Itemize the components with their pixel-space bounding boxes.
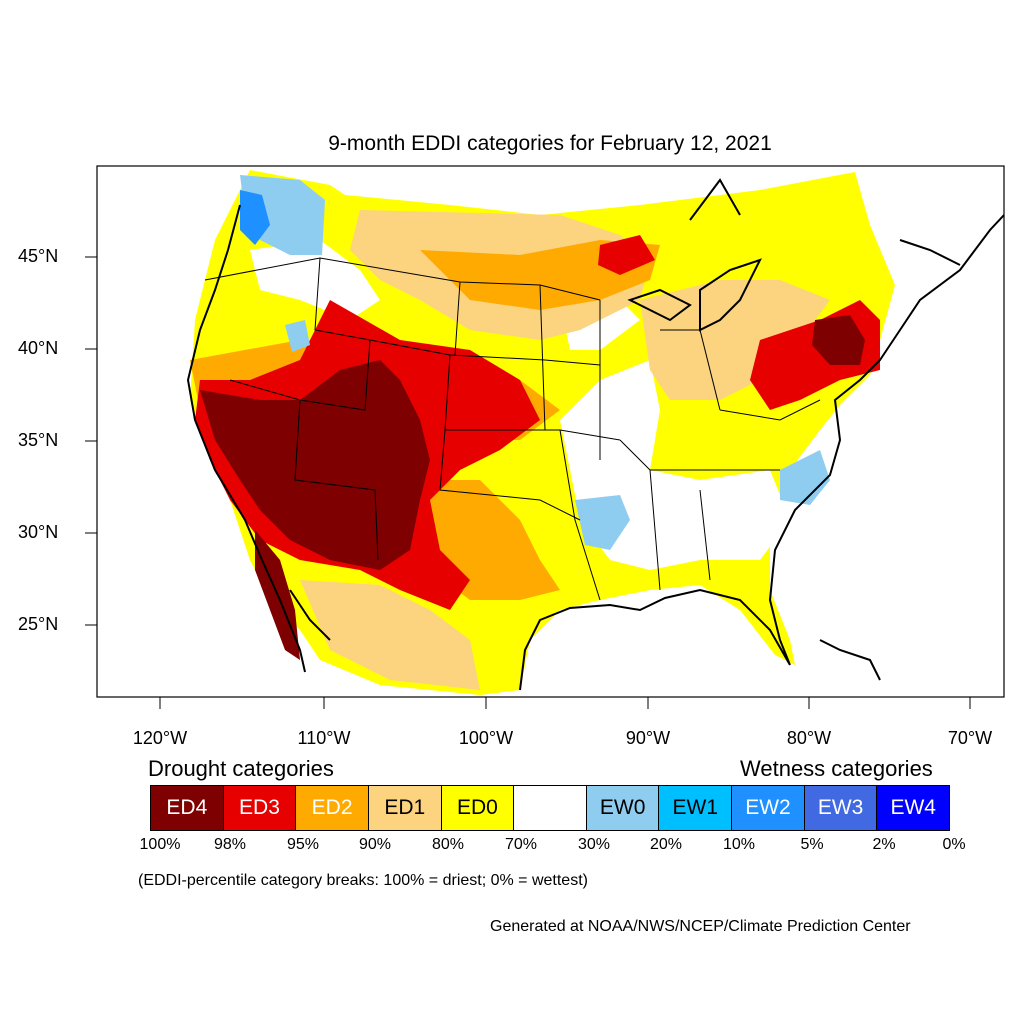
- map-title: 9-month EDDI categories for February 12,…: [328, 132, 772, 155]
- break-label: 98%: [213, 836, 247, 853]
- coastlines: [186, 178, 1004, 691]
- ew0-idaho: [285, 320, 310, 352]
- category-legend: ED4 ED3 ED2 ED1 ED0 EW0 EW1 EW2 EW3 EW4: [150, 785, 950, 831]
- ew0-arkansas: [575, 495, 630, 550]
- lon-label-90w: 90°W: [625, 728, 671, 748]
- break-label: 95%: [286, 836, 320, 853]
- legend-cell-ed2: ED2: [296, 786, 369, 830]
- lat-label-45n: 45°N: [18, 246, 59, 266]
- break-label: 100%: [139, 836, 181, 853]
- near-normal-northwest: [250, 240, 380, 320]
- boundaries: [204, 257, 821, 601]
- legend-cell-ew1: EW1: [659, 786, 733, 830]
- ed4-northeast: [812, 315, 865, 365]
- lon-label-70w: 70°W: [947, 728, 993, 748]
- break-label: 20%: [649, 836, 683, 853]
- break-label: 80%: [431, 836, 465, 853]
- legend-cell-ed1: ED1: [368, 786, 442, 830]
- break-label: 70%: [504, 836, 538, 853]
- ed1-mexico: [300, 580, 480, 690]
- break-label: 2%: [872, 836, 896, 853]
- legend-cell-ew4: EW4: [877, 786, 950, 830]
- ew2-northwest: [240, 190, 270, 245]
- ed3-montana: [598, 235, 655, 275]
- ed4-southwest: [200, 360, 430, 570]
- lon-label-80w: 80°W: [786, 728, 832, 748]
- break-label: 0%: [942, 836, 966, 853]
- ticks: [85, 256, 971, 709]
- legend-cell-ew2: EW2: [732, 786, 805, 830]
- legend-cell-ew0: EW0: [586, 786, 660, 830]
- lat-label-30n: 30°N: [18, 522, 59, 542]
- wetness-heading: Wetness categories: [740, 756, 933, 781]
- break-label: 5%: [800, 836, 824, 853]
- lat-label-40n: 40°N: [18, 338, 59, 358]
- legend-cell-ed0: ED0: [441, 786, 515, 830]
- category-note: (EDDI-percentile category breaks: 100% =…: [138, 872, 588, 889]
- legend-cell-ed3: ED3: [223, 786, 297, 830]
- eddi-map: [85, 165, 1005, 709]
- ew0-carolinas: [780, 450, 830, 505]
- break-label: 10%: [722, 836, 756, 853]
- legend-cell-ew3: EW3: [804, 786, 878, 830]
- lat-label-35n: 35°N: [18, 430, 59, 450]
- credit-line: Generated at NOAA/NWS/NCEP/Climate Predi…: [490, 918, 911, 935]
- lat-label-25n: 25°N: [18, 614, 59, 634]
- break-label: 90%: [358, 836, 392, 853]
- legend-cell-ed4: ED4: [151, 786, 224, 830]
- ed1-great-lakes: [640, 280, 830, 400]
- break-label: 30%: [577, 836, 611, 853]
- lon-label-110w: 110°W: [297, 728, 351, 748]
- legend-cell-normal: [514, 786, 587, 830]
- lon-label-120w: 120°W: [132, 728, 188, 748]
- drought-heading: Drought categories: [148, 756, 334, 781]
- lon-label-100w: 100°W: [458, 728, 514, 748]
